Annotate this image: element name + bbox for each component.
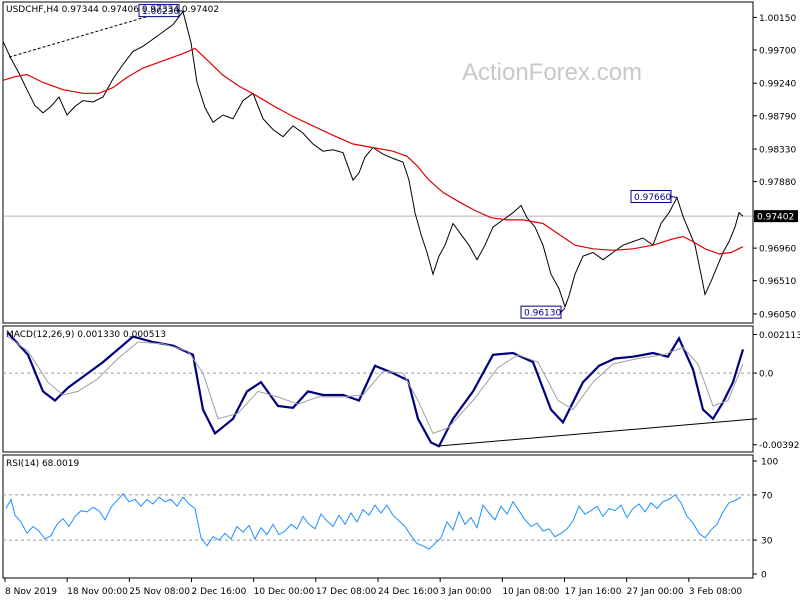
- price-y-tick-label: 0.96960: [759, 245, 796, 255]
- price-y-tick-label: 0.99700: [759, 46, 796, 56]
- price-y-tick-label: 0.99240: [759, 80, 796, 90]
- x-tick-label: 17 Dec 08:00: [316, 587, 377, 597]
- macd-y-axis: 0.002113 0.0 -0.003922: [753, 331, 800, 451]
- rsi-y-axis: 100 70 30 0: [753, 458, 778, 581]
- price-series-group: [2, 10, 744, 309]
- watermark: ActionForex.com: [462, 59, 642, 86]
- macd-header: MACD(12,26,9) 0.001330 0.000513: [6, 330, 166, 340]
- x-axis: 8 Nov 2019 18 Nov 00:00 25 Nov 08:00 2 Dec …: [4, 578, 743, 597]
- price-y-tick-label: 0.97880: [759, 178, 796, 188]
- price-y-tick-label: 0.96510: [759, 277, 796, 287]
- macd-y-tick-label: -0.003922: [759, 441, 800, 451]
- x-tick-label: 8 Nov 2019: [5, 587, 57, 597]
- rsi-grid: [3, 494, 753, 541]
- x-tick-label: 18 Nov 00:00: [67, 587, 128, 597]
- x-tick-label: 3 Feb 08:00: [689, 587, 743, 597]
- macd-trendline: [436, 418, 758, 447]
- price-y-tick-label: 0.98330: [759, 146, 796, 156]
- macd-y-tick-label: 0.002113: [759, 331, 800, 341]
- x-tick-label: 10 Dec 00:00: [254, 587, 315, 597]
- current-price-tag: [754, 210, 798, 223]
- price-panel-frame: [2, 1, 754, 324]
- price-header: USDCHF,H4 0.97344 0.97406 0.97334 0.9740…: [6, 5, 219, 15]
- x-tick-label: 25 Nov 08:00: [129, 587, 190, 597]
- price-trendline: [8, 9, 170, 58]
- x-tick-label: 27 Jan 00:00: [627, 587, 684, 597]
- x-tick-label: 3 Jan 00:00: [440, 587, 492, 597]
- rsi-y-tick-label: 100: [761, 458, 778, 468]
- x-tick-label: 10 Jan 08:00: [502, 587, 559, 597]
- price-label: 1.00230: [142, 7, 179, 17]
- macd-panel-frame: [2, 325, 754, 453]
- rsi-y-tick-label: 0: [761, 571, 767, 581]
- price-label: 0.96130: [524, 309, 561, 319]
- price-label-leader: [670, 195, 678, 198]
- x-tick-label: 24 Dec 16:00: [378, 587, 439, 597]
- price-grid: [3, 9, 753, 217]
- macd-y-tick-label: 0.0: [759, 370, 774, 380]
- price-y-tick-label: 1.00150: [759, 14, 796, 24]
- series-ma: [2, 47, 744, 255]
- series-rsi: [5, 493, 742, 550]
- series-price: [2, 10, 744, 309]
- price-y-tick-label: 0.97402: [757, 213, 794, 223]
- rsi-header: RSI(14) 68.0019: [6, 459, 79, 469]
- rsi-series-group: [5, 493, 742, 550]
- price-annotations: 1.00230 0.97660 0.96130: [138, 4, 678, 319]
- rsi-y-tick-label: 30: [761, 537, 773, 547]
- price-label: 0.97660: [634, 193, 671, 203]
- x-tick-label: 17 Jan 16:00: [565, 587, 622, 597]
- price-label-leader: [178, 10, 186, 13]
- x-tick-label: 2 Dec 16:00: [192, 587, 247, 597]
- series-macd: [7, 332, 745, 448]
- macd-series-group: [7, 332, 758, 448]
- rsi-y-tick-label: 70: [761, 491, 773, 501]
- series-signal: [7, 336, 744, 435]
- price-y-tick-label: 0.98790: [759, 112, 796, 122]
- price-y-tick-label: 0.96050: [759, 310, 796, 320]
- price-y-axis: 1.00150 0.99700 0.99240 0.98790 0.98330 0.978…: [753, 14, 798, 320]
- price-label-leader: [560, 307, 566, 313]
